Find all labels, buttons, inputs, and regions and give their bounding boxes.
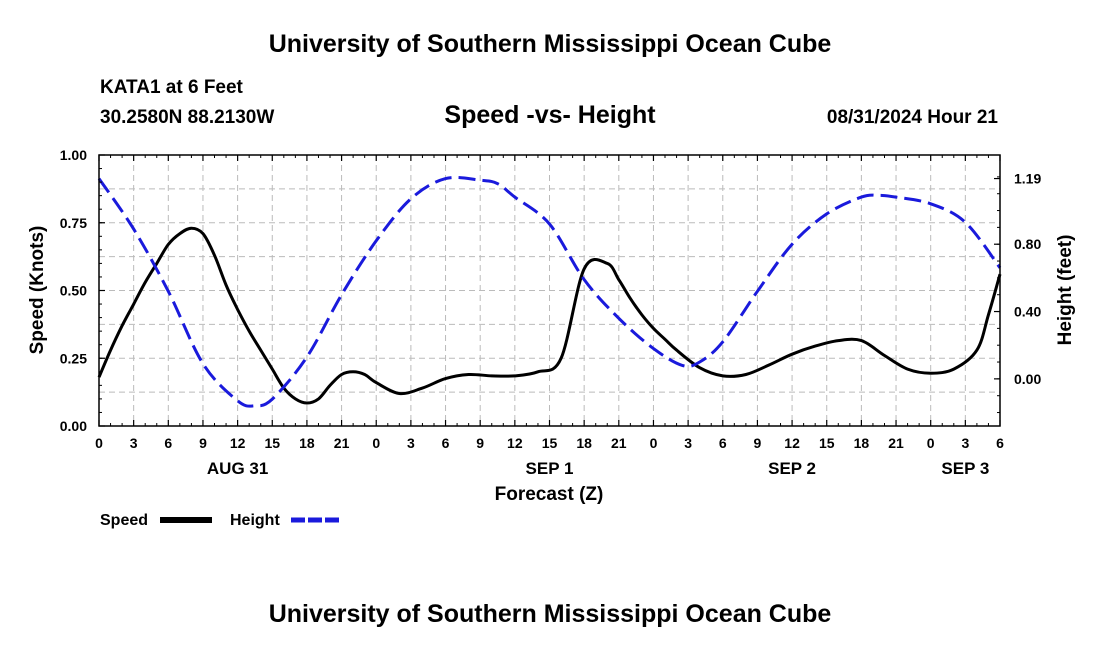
x-tick-label: 21 [611,435,627,451]
y2-axis-label: Height (feet) [1055,235,1076,346]
date-label: SEP 1 [526,459,574,478]
footer-title: University of Southern Mississippi Ocean… [268,600,832,628]
main-title: University of Southern Mississippi Ocean… [268,30,832,58]
x-tick-label: 18 [854,435,870,451]
y2-tick-label: 0.40 [1014,304,1041,320]
station-coordinates: 30.2580N 88.2130W [100,107,275,128]
y2-tick-label: 0.80 [1014,236,1041,252]
x-tick-label: 9 [476,435,484,451]
x-tick-label: 6 [996,435,1004,451]
legend-speed-label: Speed [100,512,148,529]
x-tick-label: 12 [784,435,800,451]
date-label: SEP 2 [768,459,816,478]
station-label: KATA1 at 6 Feet [100,77,243,98]
x-tick-label: 9 [199,435,207,451]
x-tick-label: 6 [442,435,450,451]
y-tick-label: 0.00 [60,418,87,434]
x-tick-label: 18 [576,435,592,451]
y-tick-label: 0.75 [60,215,87,231]
y-axis-label: Speed (Knots) [27,226,48,355]
y-tick-label: 0.25 [60,350,87,366]
x-tick-label: 3 [684,435,692,451]
date-label: SEP 3 [941,459,989,478]
y2-tick-label: 0.00 [1014,371,1041,387]
x-tick-label: 0 [927,435,935,451]
x-tick-label: 3 [961,435,969,451]
x-tick-label: 9 [754,435,762,451]
x-tick-label: 3 [407,435,415,451]
x-axis-label: Forecast (Z) [495,484,604,505]
series [97,175,1002,408]
x-tick-label: 12 [507,435,523,451]
axes: 0 3 6 9 12 15 18 21 0 3 6 9 12 15 18 21 0 3 6 9 12 15 18 21 0 3 6 A… [60,147,1042,478]
x-tick-label: 0 [95,435,103,451]
x-tick-label: 21 [334,435,350,451]
x-tick-label: 21 [888,435,904,451]
y2-tick-label: 1.19 [1014,171,1041,187]
y-tick-label: 1.00 [60,147,87,163]
x-tick-label: 6 [719,435,727,451]
y-tick-label: 0.50 [60,283,87,299]
legend: Speed Height [100,512,342,529]
x-tick-label: 6 [164,435,172,451]
x-tick-label: 0 [372,435,380,451]
series-line-height [97,175,1002,408]
x-tick-label: 3 [130,435,138,451]
x-tick-label: 15 [542,435,558,451]
date-label: AUG 31 [207,459,268,478]
series-line-speed [97,226,1002,405]
x-tick-label: 18 [299,435,315,451]
legend-height-label: Height [230,512,280,529]
x-tick-label: 0 [650,435,658,451]
x-tick-label: 15 [819,435,835,451]
x-tick-label: 15 [264,435,280,451]
chart-title: Speed -vs- Height [444,101,656,129]
speed-height-chart: 0 3 6 9 12 15 18 21 0 3 6 9 12 15 18 21 0 3 6 9 12 15 18 21 0 3 6 A… [27,147,1076,529]
run-time: 08/31/2024 Hour 21 [826,107,998,128]
x-tick-label: 12 [230,435,246,451]
